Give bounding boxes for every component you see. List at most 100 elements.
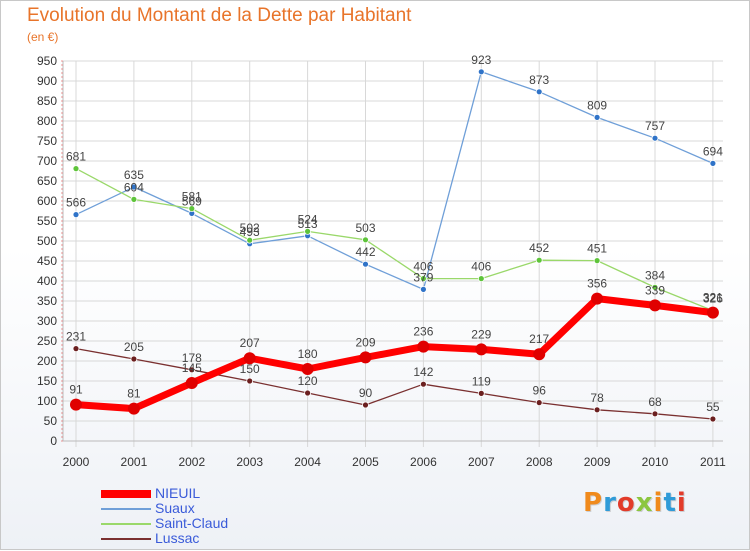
data-point-lussac	[419, 380, 427, 388]
y-tick-label: 550	[37, 214, 57, 228]
y-tick-label: 0	[50, 434, 57, 448]
data-label-nieuil: 321	[703, 291, 723, 305]
y-tick-label: 700	[37, 154, 57, 168]
logo-letter: P	[583, 488, 604, 518]
data-point-saint-claud	[362, 236, 369, 244]
data-label-nieuil: 217	[529, 332, 549, 346]
logo-letter: o	[616, 488, 636, 518]
y-tick-label: 450	[37, 254, 57, 268]
series-line-nieuil	[72, 295, 717, 413]
series-line-suaux	[75, 71, 714, 291]
y-tick-label: 300	[37, 314, 57, 328]
data-label-lussac: 142	[413, 365, 433, 379]
data-point-suaux	[535, 88, 543, 96]
logo-letter: t	[663, 488, 677, 518]
data-point-nieuil	[417, 340, 430, 353]
data-point-lussac	[130, 355, 138, 363]
data-label-lussac: 150	[240, 362, 260, 376]
data-point-nieuil	[301, 363, 314, 375]
data-label-suaux: 379	[413, 270, 433, 284]
proxiti-logo: Proxiti	[583, 488, 687, 518]
x-tick-label: 2006	[410, 455, 437, 469]
data-label-suaux: 569	[182, 194, 202, 208]
axes: 0 50 100 150 200 250 300 350 400 450 500 550 600 650 7…	[37, 54, 726, 469]
data-point-suaux	[72, 211, 80, 219]
data-point-nieuil	[243, 352, 256, 365]
data-label-suaux: 635	[124, 168, 144, 182]
y-tick-label: 850	[37, 94, 57, 108]
data-label-saint-claud: 406	[413, 260, 433, 274]
data-label-lussac: 90	[359, 386, 373, 400]
series-line-lussac	[75, 347, 714, 420]
legend-swatch	[101, 490, 151, 498]
data-point-nieuil	[475, 343, 488, 356]
data-point-lussac	[246, 377, 254, 385]
x-tick-label: 2004	[294, 455, 321, 469]
data-label-saint-claud: 384	[645, 268, 665, 282]
data-point-saint-claud	[651, 283, 659, 291]
data-point-lussac	[188, 366, 196, 374]
data-label-suaux: 694	[703, 144, 723, 158]
data-point-saint-claud	[477, 275, 485, 283]
data-label-saint-claud: 681	[66, 150, 86, 164]
data-point-lussac	[72, 345, 80, 353]
data-label-nieuil: 209	[355, 335, 375, 349]
y-tick-label: 50	[44, 414, 58, 428]
x-tick-label: 2001	[121, 455, 148, 469]
y-tick-label: 200	[37, 354, 57, 368]
data-point-nieuil	[533, 348, 546, 361]
data-label-lussac: 120	[298, 374, 318, 388]
x-tick-label: 2010	[642, 455, 669, 469]
legend-label: Suaux	[155, 500, 195, 516]
data-label-nieuil: 236	[413, 325, 433, 339]
data-label-suaux: 757	[645, 119, 665, 133]
data-point-nieuil	[185, 377, 198, 389]
x-tick-label: 2000	[63, 455, 90, 469]
data-labels: 566 635 569 493 513 442 379 923 873 809 757 694 681 6…	[66, 53, 723, 414]
logo-letter: i	[676, 488, 687, 518]
data-point-nieuil	[706, 306, 719, 319]
data-label-lussac: 55	[706, 400, 720, 414]
data-label-saint-claud: 604	[124, 180, 144, 194]
data-point-nieuil	[649, 299, 661, 312]
data-point-nieuil	[127, 402, 140, 415]
data-point-saint-claud	[535, 256, 543, 264]
data-point-saint-claud	[188, 205, 196, 213]
data-point-suaux	[593, 114, 601, 121]
y-tick-label: 350	[37, 294, 57, 308]
data-label-lussac: 205	[124, 340, 144, 354]
logo-letter: i	[653, 488, 664, 518]
data-point-nieuil	[359, 351, 372, 364]
y-tick-label: 650	[37, 174, 57, 188]
data-point-lussac	[477, 389, 485, 397]
y-tick-label: 250	[37, 334, 57, 348]
data-label-saint-claud: 524	[298, 212, 318, 226]
y-tick-label: 500	[37, 234, 57, 248]
data-label-nieuil: 145	[182, 361, 202, 375]
data-label-suaux: 923	[471, 53, 491, 67]
data-point-suaux	[130, 183, 138, 191]
data-label-nieuil: 339	[645, 283, 665, 297]
data-label-nieuil: 207	[240, 336, 260, 350]
y-tick-label: 900	[37, 74, 57, 88]
data-point-saint-claud	[593, 257, 601, 265]
data-point-lussac	[535, 399, 543, 407]
data-point-suaux	[419, 285, 427, 293]
data-label-suaux: 493	[240, 225, 260, 239]
data-point-saint-claud	[419, 275, 427, 283]
data-point-lussac	[709, 415, 717, 423]
legend-swatch	[101, 523, 151, 525]
y-tick-label: 950	[37, 54, 57, 68]
data-point-lussac	[651, 410, 659, 418]
x-tick-label: 2002	[178, 455, 205, 469]
data-point-lussac	[304, 389, 312, 397]
y-tick-label: 150	[37, 374, 57, 388]
data-label-nieuil: 91	[69, 383, 83, 397]
series-lines	[70, 68, 719, 423]
data-label-lussac: 231	[66, 330, 86, 344]
logo-letter: x	[635, 488, 654, 518]
x-tick-label: 2008	[526, 455, 553, 469]
data-label-nieuil: 180	[298, 347, 318, 361]
series-line-saint-claud	[75, 167, 714, 312]
